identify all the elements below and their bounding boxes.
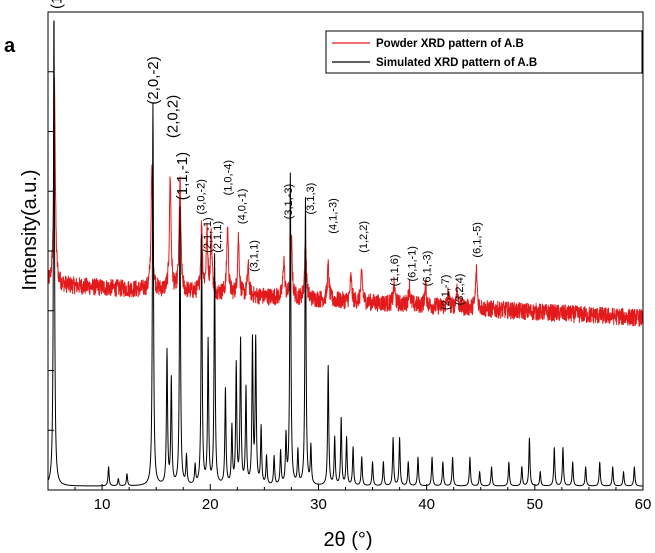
peak-label: (6,1,-5) bbox=[471, 222, 483, 257]
legend: Powder XRD pattern of A.B Simulated XRD … bbox=[325, 30, 643, 74]
x-tick-label: 40 bbox=[418, 496, 435, 513]
panel-label: a bbox=[4, 35, 16, 57]
plot-frame bbox=[47, 11, 644, 491]
peak-label: (1,1,6) bbox=[389, 254, 401, 286]
x-tick-label: 60 bbox=[635, 496, 652, 513]
x-tick-label: 30 bbox=[310, 496, 327, 513]
x-tick-label: 10 bbox=[94, 496, 111, 513]
peak-label: (6,1,-1) bbox=[407, 246, 419, 281]
y-axis-title: Intensity(a.u.) bbox=[19, 169, 41, 290]
x-tick-label: 20 bbox=[202, 496, 219, 513]
peak-label: (2,0,-2) bbox=[145, 56, 162, 104]
peak-label: (4,0,-1) bbox=[237, 189, 249, 224]
peak-label: (2,1,-7) bbox=[440, 275, 452, 310]
peak-label: (1,0,0) bbox=[49, 0, 66, 9]
peak-label: (1,1,-1) bbox=[174, 152, 191, 200]
peak-label: (3,0,-2) bbox=[196, 179, 208, 214]
peak-label: (1,2,2) bbox=[358, 221, 370, 253]
peak-label: (3,1,1) bbox=[249, 240, 261, 272]
peak-label: (3,1,-3) bbox=[283, 184, 295, 219]
peak-label: (2,1,-1) bbox=[202, 217, 214, 252]
legend-box bbox=[325, 30, 643, 74]
x-tick-label: 50 bbox=[526, 496, 543, 513]
axis-ticks: 10 20 30 40 50 60 bbox=[47, 11, 652, 513]
peak-label: (3,1,3) bbox=[305, 183, 317, 215]
legend-label-simulated: Simulated XRD pattern of A.B bbox=[376, 57, 537, 69]
peak-label: (2,0,2) bbox=[164, 95, 181, 138]
legend-label-powder: Powder XRD pattern of A.B bbox=[376, 38, 524, 50]
plot-lines bbox=[48, 20, 643, 487]
peak-annotations: (1,0,0) (2,0,-2)(2,0,2) (1,1,-1) (3,0,-2) (2… bbox=[49, 0, 484, 310]
peak-label: (4,1,-3) bbox=[328, 198, 340, 233]
series-line-powder bbox=[48, 78, 643, 327]
peak-label: (2,1,1) bbox=[212, 221, 224, 253]
peak-label: (6,1,-3) bbox=[422, 251, 434, 286]
series-line-simulated bbox=[48, 20, 643, 487]
x-axis-title: 2θ (°) bbox=[323, 529, 372, 551]
peak-label: (3,2,4) bbox=[454, 274, 466, 306]
peak-label: (1,0,-4) bbox=[223, 160, 235, 195]
